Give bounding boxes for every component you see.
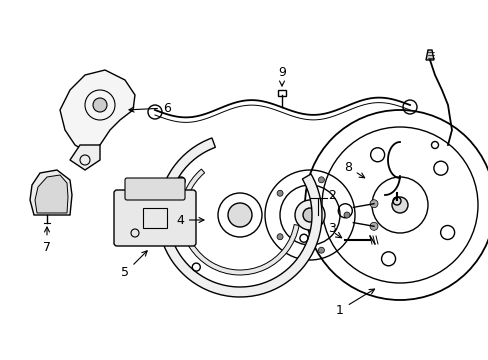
Circle shape: [93, 98, 107, 112]
Polygon shape: [425, 50, 433, 60]
Circle shape: [369, 222, 377, 230]
Bar: [142, 208, 167, 228]
Bar: [278, 90, 285, 96]
Circle shape: [343, 212, 349, 218]
Text: 5: 5: [121, 251, 147, 279]
Circle shape: [277, 234, 283, 240]
Text: 4: 4: [176, 213, 203, 226]
FancyBboxPatch shape: [114, 190, 196, 246]
Circle shape: [318, 247, 324, 253]
Circle shape: [227, 203, 251, 227]
Circle shape: [318, 177, 324, 183]
Circle shape: [391, 197, 407, 213]
Polygon shape: [30, 170, 72, 215]
Circle shape: [369, 200, 377, 208]
Polygon shape: [70, 145, 100, 170]
Wedge shape: [180, 169, 299, 275]
Text: 3: 3: [327, 221, 335, 234]
Text: 8: 8: [343, 161, 364, 178]
Wedge shape: [158, 138, 321, 297]
Circle shape: [294, 200, 325, 230]
Text: 6: 6: [129, 102, 170, 114]
Circle shape: [303, 208, 316, 222]
FancyBboxPatch shape: [125, 178, 184, 200]
Text: 2: 2: [327, 189, 335, 202]
Text: 9: 9: [278, 66, 285, 86]
Circle shape: [277, 190, 283, 196]
Text: 7: 7: [43, 227, 51, 253]
Text: 1: 1: [335, 289, 374, 316]
Polygon shape: [60, 70, 135, 150]
Polygon shape: [35, 175, 68, 213]
